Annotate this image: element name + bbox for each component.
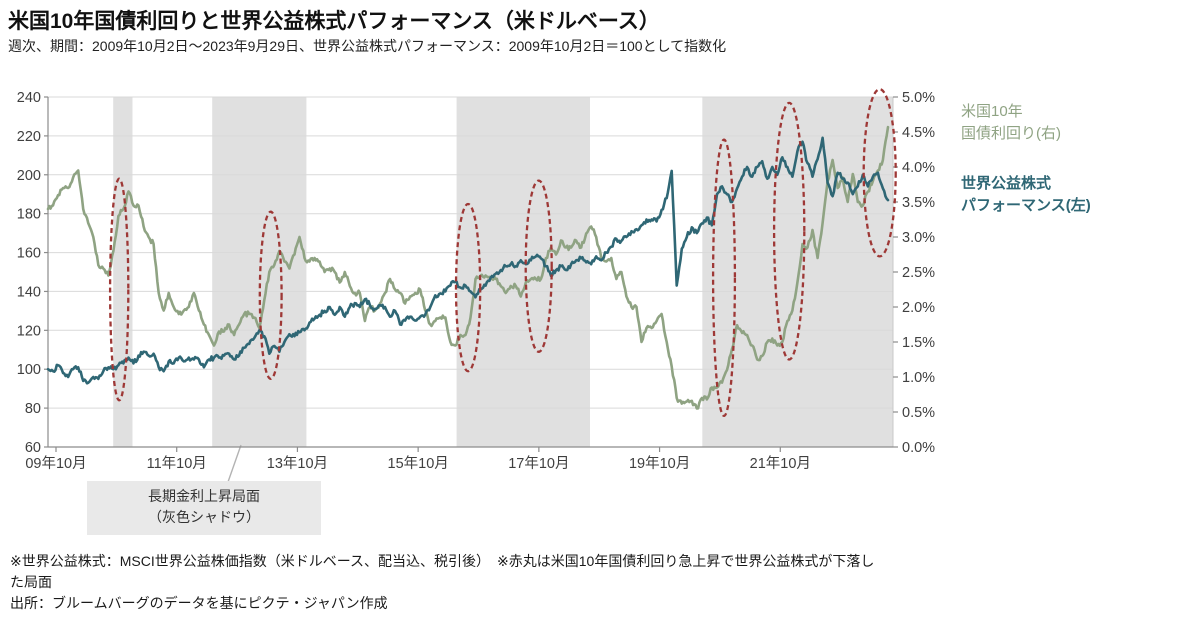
- footnote-line2: た局面: [10, 574, 52, 590]
- x-axis-tick-label: 11年10月: [147, 455, 207, 472]
- callout-line: [227, 444, 242, 483]
- legend-yield-label: 米国10年 国債利回り(右): [961, 101, 1061, 145]
- red-ellipse-annotation: [772, 101, 806, 361]
- right-axis-tick-label: 1.5%: [902, 335, 935, 351]
- right-axis-tick-label: 2.0%: [902, 300, 935, 316]
- x-axis-tick-label: 13年10月: [267, 455, 328, 472]
- x-axis-tick-label: 19年10月: [629, 455, 690, 472]
- right-axis-tick-label: 3.0%: [902, 230, 935, 246]
- left-axis-tick-label: 220: [17, 129, 41, 145]
- footnote-line1: ※世界公益株式：MSCI世界公益株価指数（米ドルベース、配当込、税引後） ※赤丸…: [10, 553, 875, 569]
- red-ellipse-annotation: [862, 88, 897, 258]
- right-axis-tick-label: 1.0%: [902, 370, 935, 386]
- shadow-note-line2: （灰色シャドウ）: [148, 509, 260, 525]
- legend-index-line2: パフォーマンス(左): [961, 197, 1091, 214]
- x-axis-tick-label: 17年10月: [508, 455, 569, 472]
- chart-canvas: 240 220 200 180 160 140 120 100 80 60 5.0% 4.5% 4.0%…: [17, 88, 935, 483]
- shadow-note-box: 長期金利上昇局面 （灰色シャドウ）: [87, 481, 321, 535]
- yield-series-line: [46, 125, 890, 410]
- left-axis-tick-label: 240: [17, 90, 41, 106]
- left-axis-tick-label: 120: [17, 323, 41, 339]
- red-ellipse-annotation: [258, 210, 283, 381]
- left-axis-tick-label: 160: [17, 246, 41, 262]
- right-axis-tick-label: 0.5%: [902, 405, 935, 421]
- left-axis-tick-label: 200: [17, 168, 41, 184]
- right-axis-tick-label: 3.5%: [902, 195, 935, 211]
- red-ellipse-annotation: [108, 177, 130, 402]
- x-axis-tick-label: 15年10月: [388, 455, 449, 472]
- utilities-series-line: [46, 136, 890, 385]
- right-axis-tick-label: 5.0%: [902, 90, 935, 106]
- page-subtitle: 週次、期間：2009年10月2日～2023年9月29日、世界公益株式パフォーマン…: [8, 38, 727, 54]
- right-axis-tick-label: 4.0%: [902, 160, 935, 176]
- left-axis-tick-label: 100: [17, 362, 41, 378]
- footnotes: ※世界公益株式：MSCI世界公益株価指数（米ドルベース、配当込、税引後） ※赤丸…: [10, 551, 1170, 614]
- red-ellipse-annotation: [711, 138, 737, 418]
- x-axis-tick-label: 09年10月: [25, 455, 86, 472]
- shadow-note-line1: 長期金利上昇局面: [148, 488, 260, 504]
- x-axis-tick-label: 21年10月: [750, 455, 811, 472]
- left-axis-tick-label: 180: [17, 207, 41, 223]
- left-axis-tick-label: 60: [25, 440, 41, 456]
- right-axis-tick-label: 0.0%: [902, 440, 935, 456]
- left-axis-tick-label: 80: [25, 401, 41, 417]
- shaded-band: [456, 97, 590, 447]
- legend-index-label: 世界公益株式 パフォーマンス(左): [961, 173, 1091, 217]
- legend-index-line1: 世界公益株式: [961, 175, 1052, 192]
- red-ellipse-annotation: [524, 179, 553, 353]
- source-note: 出所：ブルームバーグのデータを基にピクテ・ジャパン作成: [10, 595, 388, 611]
- legend-yield-line2: 国債利回り(右): [961, 125, 1061, 142]
- right-axis-tick-label: 4.5%: [902, 125, 935, 141]
- left-axis-tick-label: 140: [17, 284, 41, 300]
- legend-yield-line1: 米国10年: [961, 103, 1023, 120]
- page-title: 米国10年国債利回りと世界公益株式パフォーマンス（米ドルベース）: [8, 10, 660, 33]
- red-ellipse-annotation: [454, 202, 482, 373]
- right-axis-tick-label: 2.5%: [902, 265, 935, 281]
- shaded-band: [212, 97, 307, 447]
